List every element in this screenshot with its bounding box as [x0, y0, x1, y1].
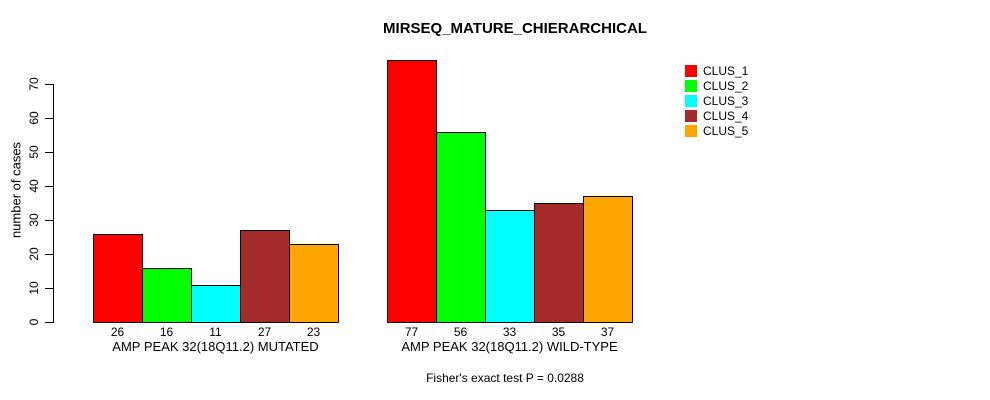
legend-label: CLUS_3 — [703, 93, 749, 108]
bar — [436, 132, 486, 323]
y-axis-label: number of cases — [8, 141, 24, 239]
y-axis-tick — [45, 186, 53, 187]
legend-row: CLUS_3 — [685, 93, 748, 108]
legend-row: CLUS_2 — [685, 78, 748, 93]
legend-label: CLUS_5 — [703, 123, 749, 138]
bar — [93, 234, 143, 323]
bar — [240, 230, 290, 323]
legend-label: CLUS_4 — [703, 108, 749, 123]
legend-label: CLUS_2 — [703, 78, 749, 93]
y-axis-line — [53, 84, 54, 323]
y-axis-tick-label: 70 — [27, 77, 41, 91]
bar — [583, 196, 633, 323]
bar — [534, 203, 584, 323]
group-label: AMP PEAK 32(18Q11.2) MUTATED — [112, 339, 319, 354]
bar — [142, 268, 192, 323]
y-axis-tick-label: 0 — [27, 318, 41, 326]
legend-row: CLUS_5 — [685, 123, 748, 138]
bar-value-label: 37 — [600, 325, 615, 339]
bar — [485, 210, 535, 323]
chart-title: MIRSEQ_MATURE_CHIERARCHICAL — [383, 20, 647, 37]
bar-value-label: 77 — [404, 325, 419, 339]
bar-value-label: 26 — [110, 325, 125, 339]
bar-value-label: 56 — [453, 325, 468, 339]
bar-value-label: 16 — [159, 325, 174, 339]
y-axis-tick-label: 30 — [27, 213, 41, 227]
fisher-test-note: Fisher's exact test P = 0.0288 — [426, 371, 584, 385]
y-axis-tick — [45, 152, 53, 153]
y-axis-tick-label: 60 — [27, 111, 41, 125]
legend-row: CLUS_1 — [685, 63, 748, 78]
y-axis-tick — [45, 322, 53, 323]
y-axis-tick — [45, 288, 53, 289]
y-axis-tick-label: 50 — [27, 145, 41, 159]
legend-swatch — [685, 109, 697, 122]
bar-value-label: 33 — [502, 325, 517, 339]
bar-value-label: 23 — [306, 325, 321, 339]
legend-swatch — [685, 64, 697, 77]
y-axis-tick-label: 40 — [27, 179, 41, 193]
legend-label: CLUS_1 — [703, 63, 749, 78]
bar — [191, 285, 241, 323]
bar-value-label: 27 — [257, 325, 272, 339]
y-axis-tick — [45, 118, 53, 119]
legend: CLUS_1 CLUS_2 CLUS_3 CLUS_4 CLUS_5 — [685, 63, 748, 138]
bar-value-label: 11 — [209, 325, 222, 339]
y-axis-tick — [45, 220, 53, 221]
y-axis-tick-label: 20 — [27, 247, 41, 261]
legend-swatch — [685, 94, 697, 107]
y-axis-tick-label: 10 — [27, 281, 41, 295]
y-axis-tick — [45, 84, 53, 85]
bar — [289, 244, 339, 323]
y-axis-tick — [45, 254, 53, 255]
legend-swatch — [685, 79, 697, 92]
legend-swatch — [685, 124, 697, 137]
group-label: AMP PEAK 32(18Q11.2) WILD-TYPE — [401, 339, 618, 354]
legend-row: CLUS_4 — [685, 108, 748, 123]
bar — [387, 60, 437, 323]
bar-value-label: 35 — [551, 325, 566, 339]
